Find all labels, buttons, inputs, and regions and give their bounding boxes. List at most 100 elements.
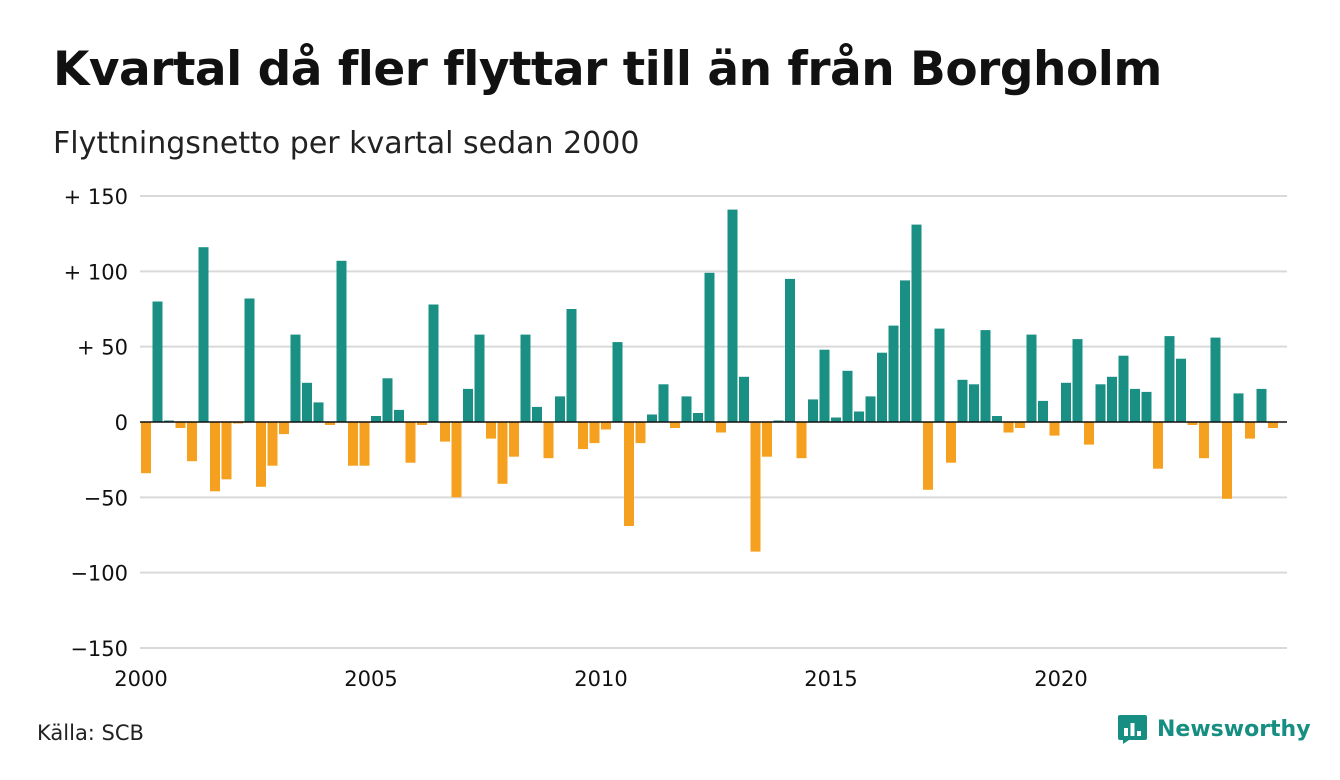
bar-negative — [1199, 422, 1209, 459]
bar-negative — [210, 422, 220, 492]
bar-positive — [704, 272, 715, 422]
bar-negative — [1245, 422, 1255, 439]
bar-negative — [923, 422, 933, 490]
bar-positive — [302, 382, 312, 422]
bar-positive — [1210, 337, 1221, 422]
bar-negative — [440, 422, 450, 442]
bar-negative — [578, 422, 588, 450]
bar-negative — [509, 422, 519, 457]
bar-positive — [394, 409, 404, 422]
bar-negative — [796, 422, 807, 459]
bar-negative — [141, 422, 151, 474]
bar-negative — [589, 422, 600, 444]
bar-positive — [1130, 388, 1140, 422]
bar-positive — [566, 309, 577, 422]
bar-positive — [900, 280, 910, 422]
bar-positive — [382, 378, 393, 422]
bar-negative — [279, 422, 289, 435]
bar-negative — [405, 422, 416, 463]
x-tick-label: 2020 — [1034, 667, 1087, 691]
x-tick-label: 2010 — [574, 667, 627, 691]
bar-negative — [1222, 422, 1232, 499]
bar-negative — [946, 422, 956, 463]
newsworthy-logo: Newsworthy — [1118, 714, 1311, 744]
y-tick-label: −100 — [70, 562, 128, 586]
bar-positive — [693, 413, 703, 422]
bar-positive — [831, 417, 841, 422]
bar-positive — [877, 352, 887, 422]
bar-positive — [313, 402, 324, 422]
bar-negative — [451, 422, 462, 498]
bar-negative — [750, 422, 761, 552]
bar-positive — [336, 260, 347, 422]
bar-positive — [911, 224, 922, 422]
bar-positive — [1072, 339, 1083, 422]
bar-positive — [992, 416, 1002, 422]
bar-negative — [348, 422, 358, 466]
bar-negative — [1084, 422, 1094, 445]
y-tick-label: −50 — [84, 486, 128, 510]
x-axis-tick-labels: 2000 2005 2010 2015 2020 — [114, 667, 1087, 691]
bar-negative — [267, 422, 278, 466]
y-tick-label: + 50 — [77, 336, 128, 360]
bar-positive — [244, 298, 255, 422]
bar-negative — [670, 422, 680, 428]
bar-negative — [716, 422, 726, 433]
bar-positive — [785, 278, 795, 422]
bars — [141, 209, 1278, 552]
x-tick-label: 2000 — [114, 667, 167, 691]
bar-positive — [934, 328, 945, 422]
bar-positive — [969, 384, 979, 422]
newsworthy-logo-icon — [1118, 715, 1147, 744]
x-tick-label: 2015 — [804, 667, 857, 691]
bar-negative — [325, 422, 335, 425]
bar-negative — [635, 422, 646, 444]
bar-positive — [808, 399, 818, 422]
bar-negative — [624, 422, 634, 526]
y-tick-label: + 100 — [64, 260, 128, 284]
bar-positive — [739, 376, 749, 422]
bar-positive — [290, 334, 301, 422]
bar-positive — [980, 330, 991, 422]
bar-positive — [1176, 358, 1186, 422]
bar-positive — [1118, 355, 1129, 422]
bar-positive — [819, 349, 830, 422]
bar-positive — [1038, 400, 1048, 422]
bar-positive — [1061, 382, 1071, 422]
bar-positive — [371, 416, 381, 422]
bar-negative — [175, 422, 186, 428]
bar-positive — [152, 301, 163, 422]
bar-positive — [428, 304, 439, 422]
bar-positive — [865, 396, 876, 422]
bar-positive — [1107, 376, 1117, 422]
bar-negative — [601, 422, 611, 430]
bar-negative — [1015, 422, 1025, 428]
bar-positive — [1164, 336, 1175, 422]
bar-negative — [762, 422, 772, 457]
bar-positive — [1256, 388, 1267, 422]
bar-negative — [417, 422, 427, 425]
chart-subtitle: Flyttningsnetto per kvartal sedan 2000 — [53, 126, 640, 161]
bar-positive — [1141, 391, 1152, 422]
bar-negative — [221, 422, 232, 480]
bar-positive — [555, 396, 565, 422]
bar-positive — [1095, 384, 1106, 422]
bar-positive — [1026, 334, 1037, 422]
y-tick-label: 0 — [115, 411, 128, 435]
x-tick-label: 2005 — [344, 667, 397, 691]
bar-positive — [842, 370, 853, 422]
y-tick-label: −150 — [70, 637, 128, 661]
bar-positive — [474, 334, 485, 422]
y-axis-tick-labels: + 150 + 100 + 50 0 −50 −100 −150 — [64, 185, 128, 661]
bar-positive — [727, 209, 738, 422]
chart-title: Kvartal då fler flyttar till än från Bor… — [53, 42, 1162, 97]
bar-negative — [1049, 422, 1060, 436]
bar-negative — [543, 422, 554, 459]
bar-positive — [463, 388, 473, 422]
bar-negative — [187, 422, 197, 462]
bar-positive — [888, 325, 899, 422]
y-tick-label: + 150 — [64, 185, 128, 209]
bar-negative — [1268, 422, 1278, 428]
bar-positive — [681, 396, 692, 422]
